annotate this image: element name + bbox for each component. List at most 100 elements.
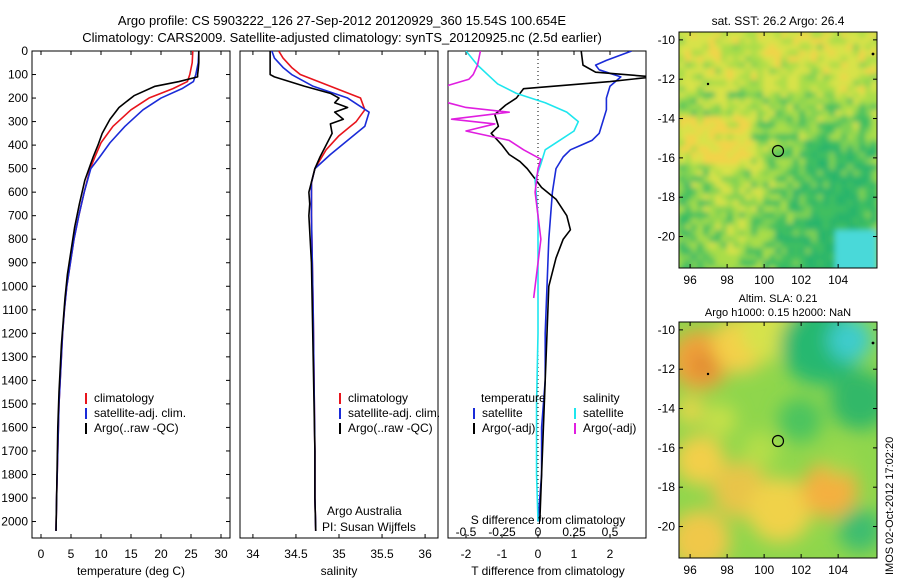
sla-map: Altim. SLA: 0.21 Argo h1000: 0.15 h2000:…	[658, 293, 878, 577]
series-temperature-satellite	[537, 51, 632, 522]
salinity-x-axis: 34 34.5 35 35.5 36	[246, 51, 432, 561]
depth-tick-label: 200	[8, 91, 28, 105]
sla-map-frame	[678, 321, 878, 559]
map-x-tick-label: 102	[791, 563, 811, 577]
legend-label: satellite-adj. clim.	[94, 406, 186, 420]
difference-legend: temperature salinitysatelliteArgo(-adj)sa…	[473, 391, 636, 435]
temperature-x-axis: 0 5 10 15 20 25 30	[38, 51, 228, 561]
map-y-tick-label: -20	[658, 520, 676, 534]
map-x-tick-label: 96	[683, 563, 697, 577]
x-tick-label: -1	[497, 547, 508, 561]
x-tick-label: 20	[154, 547, 168, 561]
sla-island-marker	[706, 372, 710, 376]
map-x-tick-label: 104	[828, 563, 848, 577]
legend-label: satellite	[482, 406, 523, 420]
s-tick-label: -0.5	[456, 525, 477, 539]
sla-map-title-1: Altim. SLA: 0.21	[739, 293, 818, 305]
legend-temperature-title: temperature	[481, 391, 546, 405]
salinity-series	[269, 51, 370, 531]
map-y-tick-label: -12	[658, 72, 676, 86]
map-x-tick-label: 96	[683, 273, 697, 287]
map-y-tick-label: -18	[658, 190, 676, 204]
legend-label: Argo(-adj)	[583, 421, 636, 435]
series-argo-raw-qc-	[55, 51, 200, 531]
salinity-xlabel: salinity	[321, 564, 358, 578]
depth-tick-label: 1500	[1, 397, 28, 411]
s-tick-label: 0.25	[562, 525, 586, 539]
imos-timestamp: IMOS 02-Oct-2012 17:02:20	[884, 437, 896, 575]
legend-label: satellite	[583, 406, 624, 420]
legend-salinity-title: salinity	[583, 391, 620, 405]
figure-title-line2: Climatology: CARS2009. Satellite-adjuste…	[82, 30, 602, 45]
temperature-xlabel: temperature (deg C)	[77, 564, 185, 578]
temperature-series	[55, 51, 200, 531]
depth-tick-label: 500	[8, 162, 28, 176]
depth-tick-label: 700	[8, 209, 28, 223]
depth-tick-label: 400	[8, 138, 28, 152]
map-y-tick-label: -10	[658, 33, 676, 47]
x-tick-label: 1	[571, 547, 578, 561]
sst-map-field	[679, 32, 877, 268]
map-y-tick-label: -12	[658, 362, 676, 376]
x-tick-label: 2	[607, 547, 614, 561]
sst-island-marker	[706, 82, 710, 86]
depth-tick-label: 1100	[2, 303, 28, 317]
legend-label: satellite-adj. clim.	[348, 406, 440, 420]
sst-map: sat. SST: 26.2 Argo: 26.4 96 98 100 102 104 -…	[658, 14, 878, 287]
x-tick-label: 10	[94, 547, 108, 561]
difference-series	[448, 51, 646, 522]
annotation-pi-name: PI: Susan Wijffels	[322, 520, 416, 534]
s-difference-label: S difference from climatology	[471, 513, 626, 527]
map-x-tick-label: 100	[754, 563, 774, 577]
sst-island-marker-2	[871, 52, 875, 56]
depth-tick-label: 600	[8, 185, 28, 199]
depth-tick-label: 1700	[1, 444, 28, 458]
salinity-difference-ticks: -0.5 -0.25 0 0.25 0.5	[456, 525, 619, 539]
legend-label: climatology	[94, 391, 154, 405]
depth-tick-label: 1400	[1, 373, 28, 387]
x-tick-label: 34	[246, 547, 260, 561]
x-tick-label: 5	[68, 547, 75, 561]
x-tick-label: 30	[214, 547, 228, 561]
difference-x-axis: -2 -1 0 1 2	[461, 51, 614, 561]
x-tick-label: 34.5	[284, 547, 308, 561]
legend-label: Argo(..raw -QC)	[348, 421, 433, 435]
s-tick-label: -0.25	[488, 525, 516, 539]
x-tick-label: 25	[184, 547, 198, 561]
depth-tick-label: 1600	[1, 420, 28, 434]
legend-label: climatology	[348, 391, 408, 405]
series-temperature-argo-adj-	[490, 51, 646, 522]
annotation-argo-australia: Argo Australia	[327, 504, 402, 518]
t-difference-label: T difference from climatology	[471, 564, 625, 578]
depth-tick-label: 1800	[1, 467, 28, 481]
map-x-tick-label: 98	[720, 273, 734, 287]
sla-map-title-2: Argo h1000: 0.15 h2000: NaN	[705, 307, 851, 319]
map-y-tick-label: -16	[658, 151, 676, 165]
x-tick-label: 35	[332, 547, 346, 561]
series-salinity-argo-adj-	[448, 51, 542, 299]
x-tick-label: -2	[461, 547, 472, 561]
sla-island-marker-2	[871, 341, 875, 345]
map-y-tick-label: -14	[658, 402, 676, 416]
series-salinity-satellite	[465, 51, 580, 522]
depth-tick-label: 0	[21, 44, 28, 58]
depth-tick-label: 800	[8, 232, 28, 246]
sla-map-field	[679, 322, 877, 558]
depth-tick-label: 300	[8, 115, 28, 129]
map-x-tick-label: 104	[828, 273, 848, 287]
difference-panel: -2 -1 0 1 2 -0.5 -0.25 0 0.25 0.5 S difference f…	[447, 50, 647, 578]
sst-profile-marker	[771, 144, 785, 158]
legend-label: Argo(-adj)	[482, 421, 535, 435]
depth-tick-label: 100	[8, 68, 28, 82]
map-y-tick-label: -10	[658, 323, 676, 337]
map-y-tick-label: -18	[658, 480, 676, 494]
map-x-tick-label: 102	[791, 273, 811, 287]
depth-tick-label: 900	[8, 256, 28, 270]
figure-title-line1: Argo profile: CS 5903222_126 27-Sep-2012…	[118, 13, 566, 28]
legend-label: Argo(..raw -QC)	[94, 421, 179, 435]
salinity-panel: 34 34.5 35 35.5 36 salinity climatologysatel…	[239, 50, 440, 578]
depth-tick-label: 2000	[1, 515, 28, 529]
